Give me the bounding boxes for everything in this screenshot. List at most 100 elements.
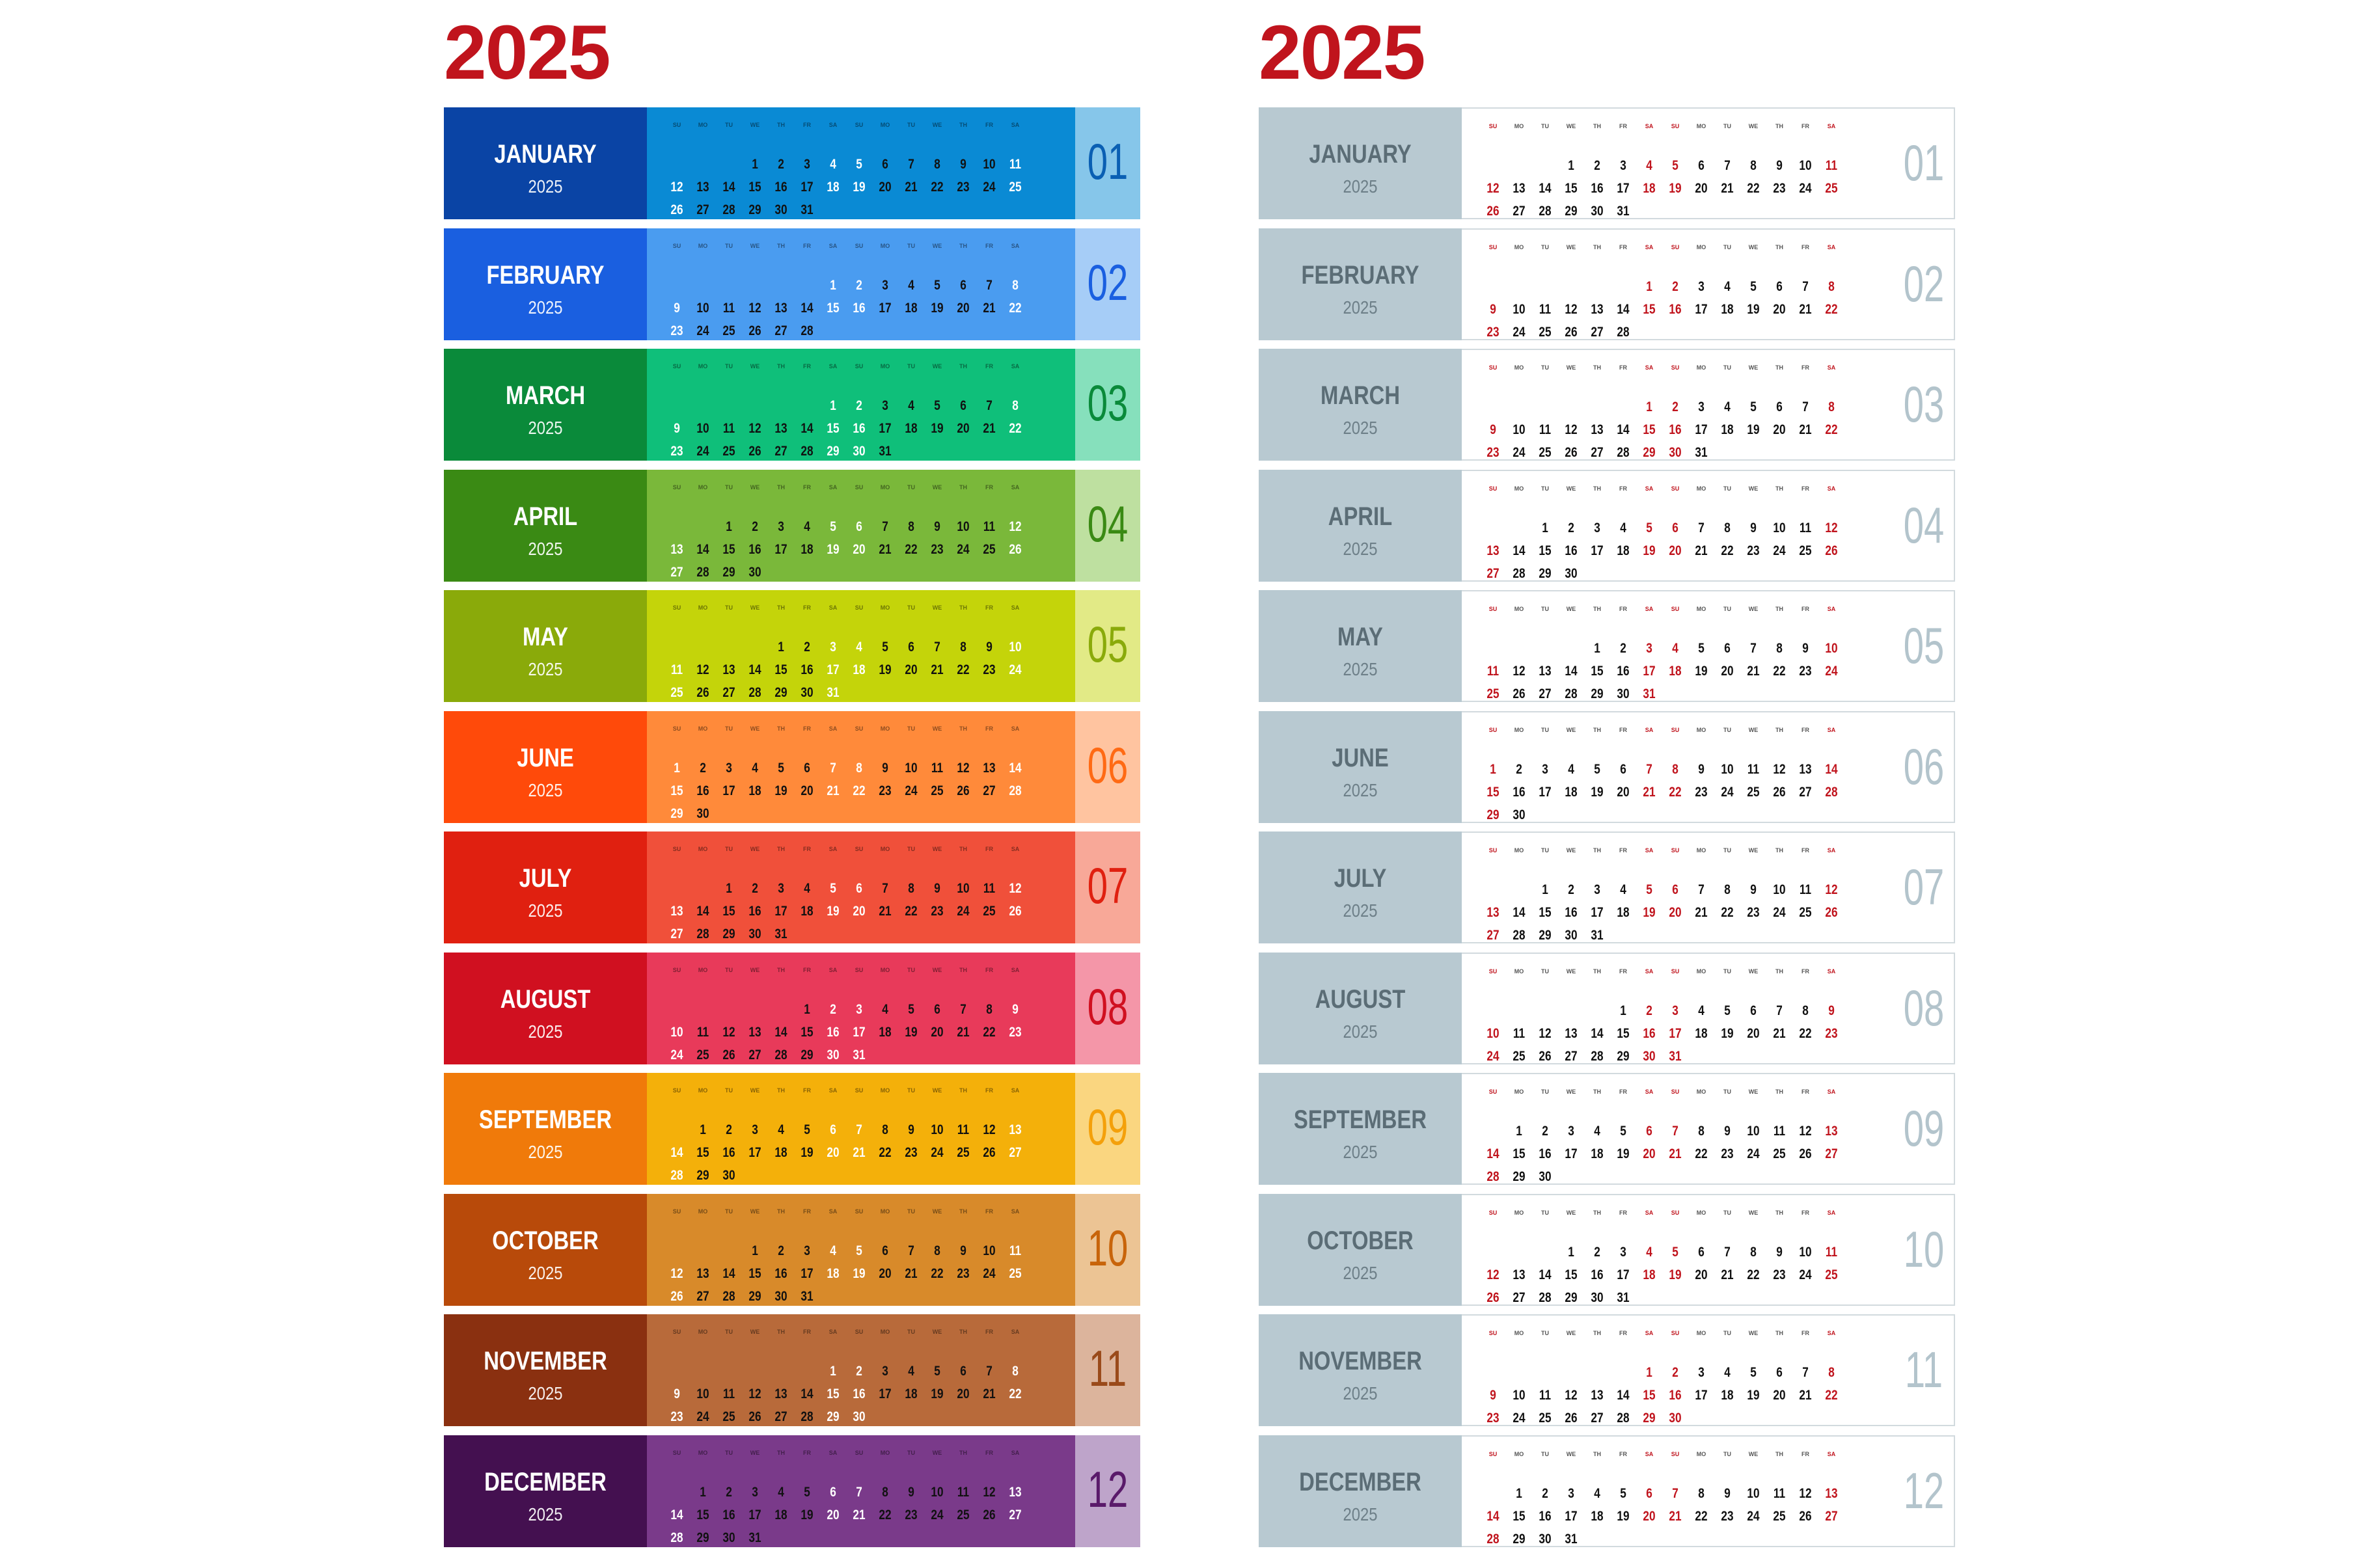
weekday-label: TH [1775, 1450, 1783, 1457]
day-cell: 16 [696, 783, 709, 798]
day-cell: 1 [752, 1243, 758, 1258]
weekday-label: FR [1801, 243, 1809, 250]
day-cell: 25 [1747, 784, 1760, 800]
month-year: 2025 [528, 538, 563, 559]
weekday-label: WE [1566, 726, 1576, 733]
day-cell: 2 [726, 1122, 732, 1137]
weekday-label: WE [932, 1449, 942, 1456]
weekday-label: TU [907, 483, 915, 491]
weekday-label: MO [880, 1208, 890, 1215]
weekday-label: WE [932, 363, 942, 370]
weekday-label: MO [880, 483, 890, 491]
day-cell: 10 [1773, 520, 1786, 535]
month-number: 04 [1903, 496, 1945, 554]
day-cell: 2 [1620, 641, 1626, 656]
month-year: 2025 [1343, 779, 1378, 800]
day-cell: 20 [1773, 301, 1786, 317]
weekday-label: SU [1671, 1209, 1680, 1216]
weekday-label: TU [1723, 123, 1731, 129]
day-cell: 15 [1591, 664, 1604, 679]
day-cell: 29 [1513, 1169, 1526, 1184]
month-label-box: MAY 2025 [1259, 590, 1462, 702]
day-cell: 11 [1799, 520, 1812, 535]
day-cell: 10 [1513, 422, 1526, 437]
weekday-label: MO [1696, 606, 1706, 612]
day-cell: 6 [804, 760, 810, 776]
weekday-label: MO [880, 1087, 890, 1094]
day-cell: 22 [1009, 300, 1022, 316]
month-label-box: DECEMBER 2025 [1259, 1435, 1462, 1547]
day-cell: 22 [1695, 1508, 1708, 1524]
weekday-label: TH [1593, 967, 1601, 975]
day-grid: SU MO TU WE TH FR SA SU MO TU WE TH FR SA 1 2 3 4 5 6 7 8 9 10 1… [647, 1073, 1075, 1185]
weekday-label: TH [1775, 1088, 1783, 1095]
weekday-label: TH [777, 1329, 785, 1335]
day-cell: 13 [1591, 1388, 1604, 1403]
weekday-label: TH [777, 363, 785, 370]
day-cell: 28 [748, 685, 761, 700]
day-cell: 4 [804, 519, 810, 534]
day-cell: 15 [722, 541, 735, 557]
day-cell: 17 [801, 180, 814, 195]
weekday-label: WE [1748, 1209, 1759, 1216]
day-cell: 8 [1724, 520, 1731, 535]
day-cell: 6 [960, 277, 966, 293]
day-cell: 6 [830, 1122, 836, 1137]
day-cell: 25 [722, 444, 735, 459]
weekday-label: TH [1775, 485, 1783, 492]
day-cell: 28 [1539, 204, 1552, 219]
day-cell: 2 [1594, 158, 1600, 173]
day-cell: 6 [1724, 641, 1731, 656]
day-cell: 10 [1747, 1124, 1760, 1139]
day-cell: 30 [722, 1530, 735, 1545]
weekday-label: MO [1696, 847, 1706, 854]
day-cell: 7 [1698, 520, 1705, 535]
day-cell: 12 [670, 180, 683, 195]
month-number-box: 03 [1075, 349, 1140, 461]
day-cell: 30 [1591, 204, 1604, 219]
day-cell: 25 [722, 323, 735, 338]
day-cell: 1 [1490, 761, 1496, 777]
day-cell: 13 [774, 421, 787, 436]
weekday-label: TU [725, 483, 733, 491]
weekday-label: WE [1566, 1450, 1576, 1457]
weekday-label: TU [725, 1208, 733, 1215]
weekday-label: MO [1514, 1330, 1524, 1336]
day-cell: 3 [1698, 1365, 1705, 1380]
day-cell: 10 [905, 760, 918, 776]
day-cell: 17 [1643, 664, 1656, 679]
day-cell: 29 [801, 1047, 814, 1062]
day-cell: 1 [1646, 399, 1652, 414]
day-cell: 20 [957, 421, 970, 436]
day-cell: 24 [1513, 324, 1526, 340]
day-cell: 9 [986, 640, 993, 655]
weekday-label: SA [1011, 1087, 1020, 1094]
weekday-label: MO [880, 846, 890, 852]
day-cell: 24 [983, 180, 996, 195]
month-year: 2025 [528, 900, 563, 921]
day-cell: 8 [1776, 641, 1783, 656]
weekday-label: SA [1645, 967, 1654, 975]
weekday-label: WE [932, 483, 942, 491]
day-cell: 13 [1486, 905, 1499, 920]
day-cell: 3 [1568, 1124, 1574, 1139]
weekday-label: TH [959, 1329, 967, 1335]
weekday-label: SU [672, 1449, 681, 1456]
day-cell: 14 [801, 1386, 814, 1401]
weekday-label: SA [828, 725, 838, 732]
day-cell: 23 [1486, 1411, 1499, 1426]
day-cell: 29 [748, 1288, 761, 1304]
day-cell: 9 [934, 519, 940, 534]
day-cell: 24 [1009, 662, 1022, 677]
day-cell: 16 [774, 180, 787, 195]
day-cell: 3 [856, 1001, 862, 1017]
day-cell: 17 [879, 300, 892, 316]
weekday-label: WE [1566, 967, 1576, 975]
day-cell: 23 [931, 904, 944, 919]
month-name: APRIL [513, 502, 578, 531]
day-cell: 25 [1773, 1146, 1786, 1161]
weekday-label: SU [1488, 1450, 1498, 1457]
weekday-label: SU [1488, 485, 1498, 492]
month-number: 04 [1087, 494, 1129, 552]
day-grid: SU MO TU WE TH FR SA SU MO TU WE TH FR SA 1 2 3 4 5 6 7 8 9 10 1… [647, 1435, 1075, 1547]
